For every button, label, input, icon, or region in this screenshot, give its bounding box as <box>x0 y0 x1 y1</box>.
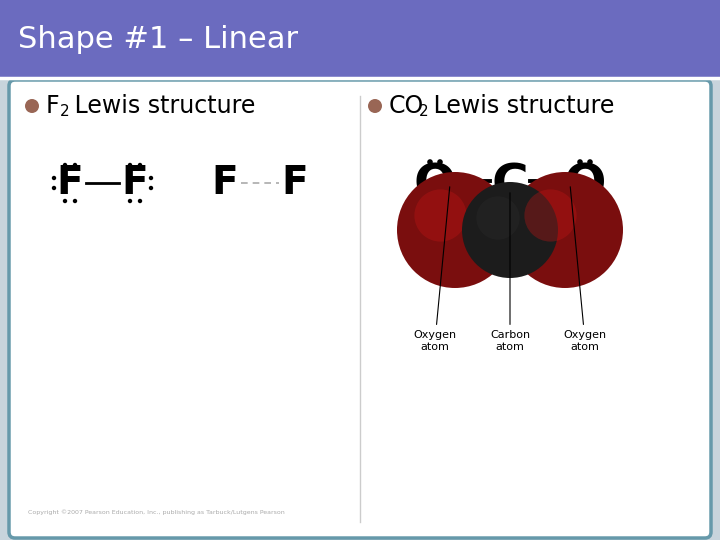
Text: F: F <box>57 164 84 202</box>
Circle shape <box>577 159 582 165</box>
Text: F: F <box>212 164 238 202</box>
Circle shape <box>437 207 443 213</box>
Text: C: C <box>492 162 528 210</box>
Circle shape <box>524 190 577 241</box>
Circle shape <box>149 176 153 180</box>
Circle shape <box>368 99 382 113</box>
Circle shape <box>437 159 443 165</box>
Text: F: F <box>282 164 308 202</box>
Text: F: F <box>46 94 60 118</box>
FancyBboxPatch shape <box>9 80 711 538</box>
Circle shape <box>73 199 77 203</box>
Bar <box>0 0 720 78</box>
Text: Lewis structure: Lewis structure <box>67 94 256 118</box>
Text: 2: 2 <box>419 104 428 118</box>
Text: Copyright ©2007 Pearson Education, Inc., publishing as Tarbuck/Lutgens Pearson: Copyright ©2007 Pearson Education, Inc.,… <box>28 509 284 515</box>
Circle shape <box>128 199 132 203</box>
Circle shape <box>415 190 467 241</box>
Circle shape <box>63 199 67 203</box>
Text: CO: CO <box>389 94 424 118</box>
Text: Carbon
atom: Carbon atom <box>490 193 530 352</box>
Text: F: F <box>122 164 148 202</box>
Text: Lewis structure: Lewis structure <box>426 94 614 118</box>
Text: O: O <box>414 162 456 210</box>
Circle shape <box>149 186 153 190</box>
Text: 2: 2 <box>60 104 70 118</box>
Circle shape <box>63 163 67 167</box>
Circle shape <box>138 163 142 167</box>
Text: O: O <box>564 162 606 210</box>
Circle shape <box>25 99 39 113</box>
Text: Oxygen
atom: Oxygen atom <box>564 187 606 352</box>
Circle shape <box>588 207 593 213</box>
Circle shape <box>52 176 56 180</box>
Circle shape <box>588 159 593 165</box>
Text: Shape #1 – Linear: Shape #1 – Linear <box>18 24 298 53</box>
Circle shape <box>73 163 77 167</box>
Circle shape <box>577 207 582 213</box>
Circle shape <box>462 182 558 278</box>
Circle shape <box>427 207 433 213</box>
Circle shape <box>427 159 433 165</box>
Circle shape <box>52 186 56 190</box>
Circle shape <box>128 163 132 167</box>
Circle shape <box>477 197 520 240</box>
Circle shape <box>138 199 142 203</box>
Text: Oxygen
atom: Oxygen atom <box>413 187 456 352</box>
Circle shape <box>397 172 513 288</box>
Circle shape <box>507 172 623 288</box>
